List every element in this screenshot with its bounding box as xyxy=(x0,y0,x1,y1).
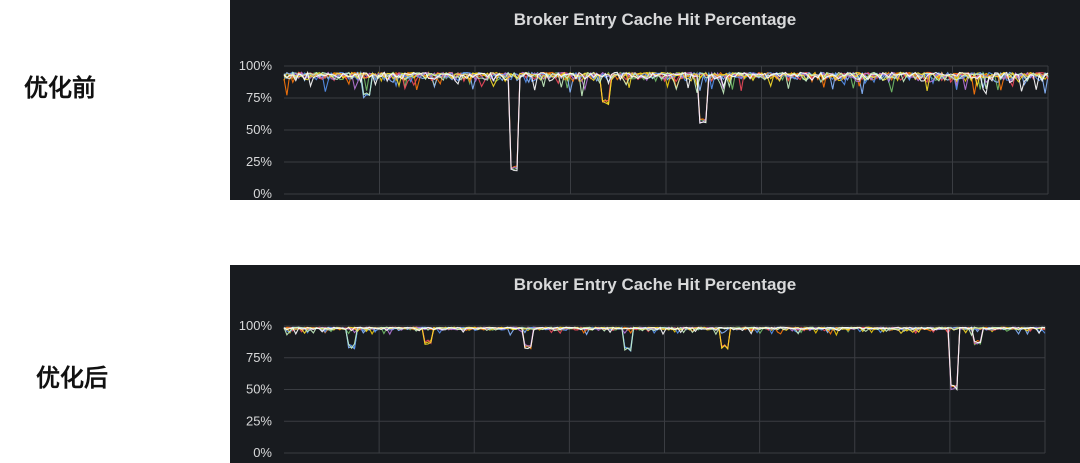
y-tick-label: 25% xyxy=(246,413,272,428)
y-tick-label: 100% xyxy=(239,58,273,73)
y-tick-label: 100% xyxy=(239,318,273,333)
chart-plot-after: 100% 75% 50% 25% 0% xyxy=(239,318,1046,460)
chart-panel-before: Broker Entry Cache Hit Percentage 100% 75… xyxy=(230,0,1080,200)
y-tick-label: 0% xyxy=(253,445,272,460)
chart-panel-after: Broker Entry Cache Hit Percentage 100% 75… xyxy=(230,265,1080,463)
series-line xyxy=(283,71,1049,97)
label-after: 优化后 xyxy=(36,364,108,392)
chart-plot-before: 100% 75% 50% 25% 0% xyxy=(239,58,1049,200)
series-line xyxy=(283,70,1049,172)
y-tick-label: 25% xyxy=(246,154,272,169)
label-before: 优化前 xyxy=(24,74,96,102)
y-tick-label: 75% xyxy=(246,90,272,105)
grid: 100% 75% 50% 25% 0% xyxy=(239,58,1049,200)
y-tick-label: 50% xyxy=(246,122,272,137)
series-line xyxy=(283,326,1046,391)
chart-title-after: Broker Entry Cache Hit Percentage xyxy=(513,275,797,294)
y-tick-label: 75% xyxy=(246,350,272,365)
y-tick-label: 50% xyxy=(246,382,272,397)
chart-title-before: Broker Entry Cache Hit Percentage xyxy=(513,10,797,29)
grid: 100% 75% 50% 25% 0% xyxy=(239,318,1046,460)
y-tick-label: 0% xyxy=(253,186,272,200)
